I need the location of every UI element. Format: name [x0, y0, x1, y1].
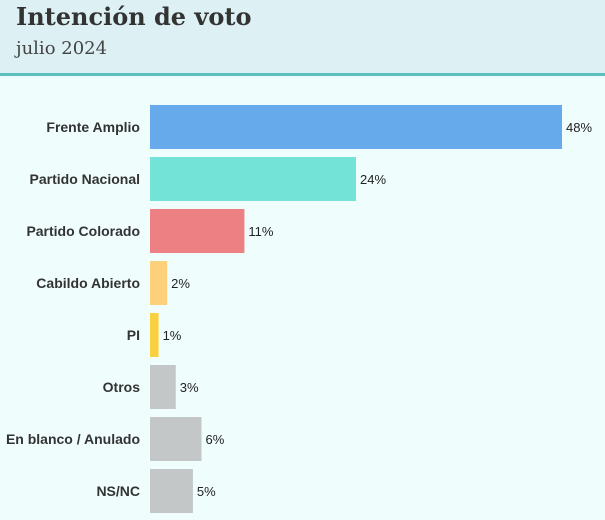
value-label: 48% [566, 120, 592, 135]
category-label: Partido Nacional [30, 171, 140, 187]
value-label: 3% [180, 380, 199, 395]
category-label: NS/NC [96, 483, 140, 499]
bar-0 [150, 105, 562, 149]
bar-2 [150, 209, 245, 253]
bar-5 [150, 365, 176, 409]
value-label: 1% [163, 328, 182, 343]
bar-1 [150, 157, 356, 201]
category-label: Frente Amplio [46, 119, 140, 135]
category-label: En blanco / Anulado [6, 431, 140, 447]
chart-header: Intención de voto julio 2024 [0, 0, 605, 76]
category-label: Otros [103, 379, 141, 395]
bar-6 [150, 417, 202, 461]
value-label: 11% [248, 224, 273, 239]
value-label: 6% [206, 432, 225, 447]
bar-chart: Frente Amplio 48% Partido Nacional 24% Parti… [6, 105, 592, 513]
category-label: Cabildo Abierto [36, 275, 140, 291]
value-label: 2% [171, 276, 190, 291]
category-label: Partido Colorado [26, 223, 140, 239]
chart-subtitle: julio 2024 [16, 38, 108, 59]
value-label: 5% [197, 484, 216, 499]
category-label: PI [127, 327, 140, 343]
chart-title: Intención de voto [16, 2, 252, 31]
bar-4 [150, 313, 159, 357]
bar-3 [150, 261, 168, 305]
bar-7 [150, 469, 193, 513]
value-label: 24% [360, 172, 386, 187]
